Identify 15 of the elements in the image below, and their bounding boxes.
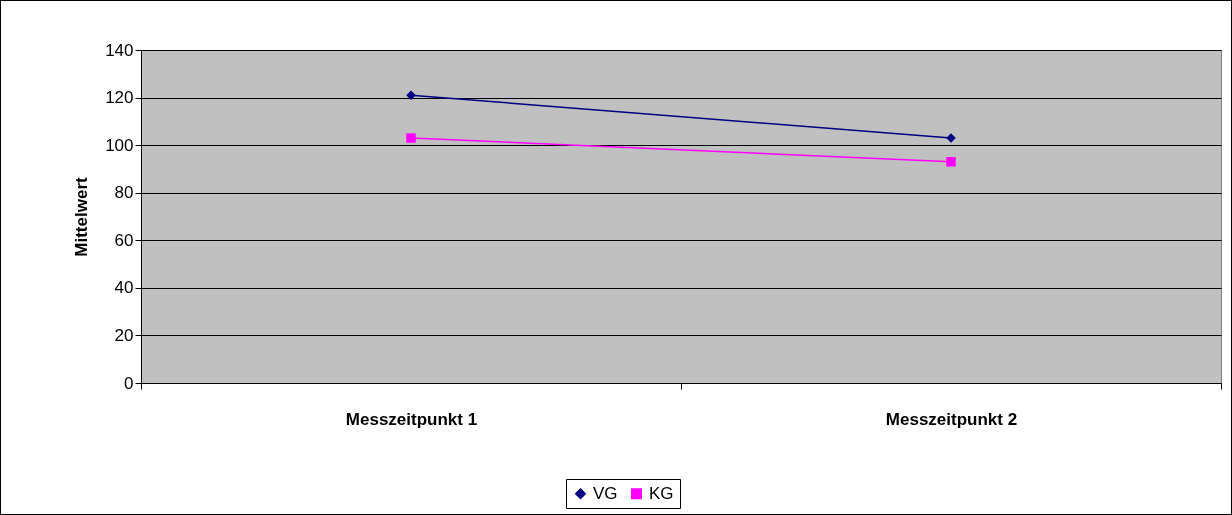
y-tick-label: 140 [105,40,134,60]
y-axis-title: Mittelwert [72,176,92,257]
y-tick-label: 100 [105,135,134,155]
y-tick-label: 120 [105,88,134,108]
point [406,133,416,143]
y-tick-label: 40 [114,278,134,298]
point [946,157,956,167]
y-tick-label: 60 [114,230,134,250]
legend-label: VG [593,483,618,503]
legend-label: KG [649,483,674,503]
x-tick-label: Messzeitpunkt 1 [345,409,478,429]
y-tick-label: 20 [114,325,134,345]
x-tick-label: Messzeitpunkt 2 [885,409,1018,429]
y-tick-label: 0 [124,373,134,393]
y-tick-label: 80 [114,183,134,203]
